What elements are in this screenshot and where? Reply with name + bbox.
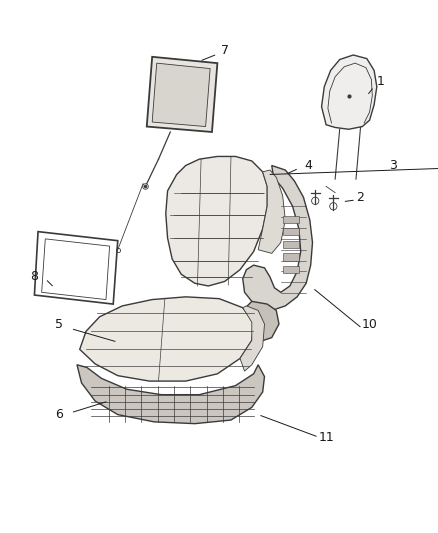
Polygon shape <box>283 228 299 235</box>
Polygon shape <box>283 266 299 273</box>
Text: 5: 5 <box>55 318 63 330</box>
Text: 1: 1 <box>377 75 385 88</box>
Polygon shape <box>77 365 265 424</box>
Text: 2: 2 <box>357 191 364 204</box>
Polygon shape <box>147 57 217 132</box>
Text: 4: 4 <box>304 159 312 172</box>
Polygon shape <box>258 170 285 253</box>
Polygon shape <box>166 157 267 286</box>
Text: 8: 8 <box>30 270 39 284</box>
Text: 11: 11 <box>318 431 334 444</box>
Polygon shape <box>80 297 254 381</box>
Polygon shape <box>152 63 210 126</box>
Polygon shape <box>283 241 299 248</box>
Polygon shape <box>243 166 312 310</box>
Polygon shape <box>321 55 377 130</box>
Polygon shape <box>240 301 279 342</box>
Polygon shape <box>283 216 299 223</box>
Text: 6: 6 <box>55 408 63 421</box>
Text: 7: 7 <box>221 44 229 57</box>
Polygon shape <box>283 253 299 261</box>
Polygon shape <box>240 306 265 371</box>
Text: 10: 10 <box>362 318 378 330</box>
Text: 3: 3 <box>389 159 396 172</box>
